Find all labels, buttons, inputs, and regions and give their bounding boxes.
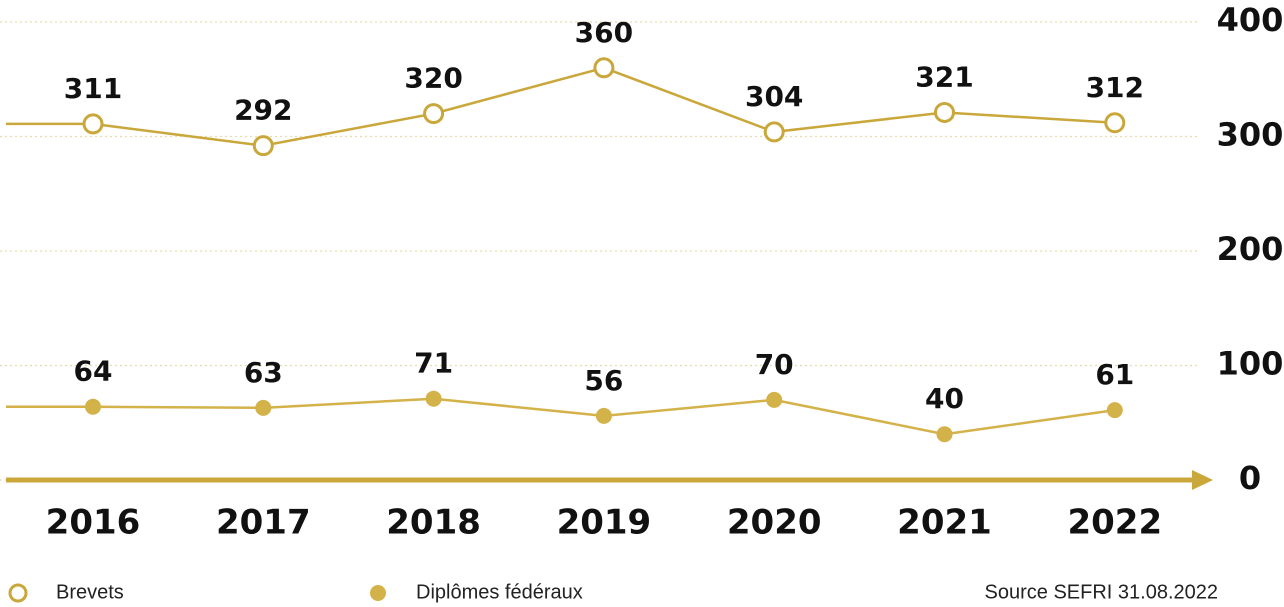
x-tick-label: 2022 — [1067, 503, 1162, 543]
y-tick-label: 0 — [1239, 459, 1261, 497]
point — [1104, 112, 1126, 134]
data-label: 304 — [745, 80, 803, 113]
point — [82, 113, 104, 135]
legend-label: Brevets — [56, 581, 124, 603]
data-label: 61 — [1095, 358, 1134, 391]
data-label: 64 — [74, 355, 113, 388]
axis-arrow — [1192, 470, 1213, 490]
y-tick-label: 400 — [1217, 1, 1284, 39]
point — [85, 398, 101, 415]
data-label: 320 — [404, 62, 462, 95]
point — [255, 399, 272, 416]
legend-marker — [8, 583, 28, 603]
data-label: 71 — [414, 347, 453, 380]
point — [936, 426, 953, 443]
x-tick-label: 2018 — [386, 503, 481, 543]
x-tick-label: 2016 — [46, 503, 141, 543]
data-label: 70 — [755, 348, 794, 381]
data-label: 63 — [244, 356, 283, 389]
source: Source SEFRI 31.08.2022 — [985, 581, 1218, 603]
x-tick-label: 2021 — [897, 503, 992, 543]
point — [934, 101, 955, 123]
data-label: 321 — [915, 60, 973, 93]
legend-label: Diplômes fédéraux — [416, 581, 583, 603]
point — [425, 390, 442, 407]
point — [766, 391, 783, 408]
x-tick-label: 2017 — [216, 503, 311, 543]
point — [595, 407, 612, 424]
data-label: 292 — [234, 94, 292, 127]
data-label: 311 — [64, 72, 122, 105]
data-label: 56 — [584, 364, 623, 397]
legend-marker — [370, 585, 386, 601]
y-tick-label: 100 — [1217, 345, 1284, 383]
data-label: 312 — [1086, 71, 1144, 104]
x-tick-label: 2020 — [727, 503, 822, 543]
point — [252, 135, 274, 157]
point — [593, 57, 615, 79]
x-tick-label: 2019 — [557, 503, 652, 543]
data-label: 360 — [575, 16, 633, 49]
y-tick-label: 200 — [1217, 230, 1284, 268]
point — [763, 121, 785, 143]
point — [1106, 402, 1123, 419]
y-tick-label: 300 — [1217, 116, 1284, 154]
point — [423, 103, 445, 125]
data-label: 40 — [925, 382, 964, 415]
